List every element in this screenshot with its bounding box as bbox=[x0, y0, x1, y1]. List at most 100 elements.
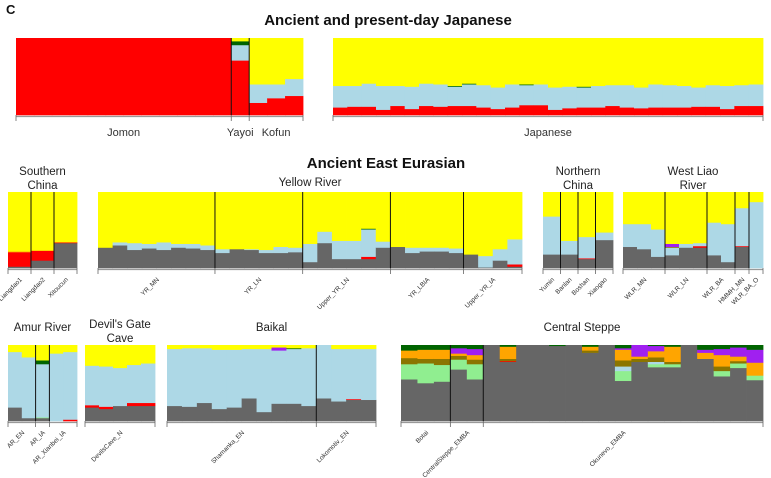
individual-bar bbox=[746, 345, 764, 422]
ancestry-segment bbox=[735, 245, 750, 248]
individual-bar bbox=[333, 38, 348, 116]
ancestry-segment bbox=[244, 249, 260, 269]
population-label: Okunevo_EMBA bbox=[589, 429, 628, 468]
individual-bar bbox=[651, 192, 666, 269]
ancestry-segment bbox=[680, 345, 698, 422]
ancestry-segment bbox=[271, 345, 287, 348]
ancestry-segment bbox=[507, 264, 523, 267]
ancestry-segment bbox=[490, 87, 506, 110]
ancestry-segment bbox=[748, 84, 764, 107]
ancestry-segment bbox=[123, 38, 142, 116]
ancestry-segment bbox=[578, 258, 596, 269]
ancestry-segment bbox=[404, 38, 420, 87]
ancestry-segment bbox=[721, 192, 736, 225]
ancestry-segment bbox=[302, 243, 318, 263]
ancestry-segment bbox=[450, 348, 468, 354]
ancestry-segment bbox=[167, 405, 183, 422]
ancestry-segment bbox=[127, 364, 142, 404]
panel-jp-modern: Japanese bbox=[332, 38, 764, 139]
ancestry-segment bbox=[159, 38, 178, 116]
ancestry-segment bbox=[664, 361, 682, 365]
ancestry-segment bbox=[63, 419, 78, 422]
individual-bar bbox=[8, 345, 23, 422]
ancestry-segment bbox=[241, 348, 257, 399]
ancestry-segment bbox=[720, 38, 735, 87]
ancestry-segment bbox=[87, 38, 107, 116]
ancestry-segment bbox=[63, 345, 78, 353]
individual-bar bbox=[347, 38, 363, 116]
ancestry-segment bbox=[105, 38, 125, 116]
ancestry-segment bbox=[419, 83, 434, 107]
ancestry-segment bbox=[543, 254, 561, 269]
ancestry-segment bbox=[231, 38, 250, 42]
ancestry-segment bbox=[562, 38, 578, 87]
ancestry-segment bbox=[419, 251, 435, 269]
figure-letter: C bbox=[6, 2, 16, 17]
ancestry-segment bbox=[286, 403, 302, 422]
individual-bar bbox=[127, 345, 142, 422]
ancestry-segment bbox=[31, 192, 55, 251]
ancestry-segment bbox=[99, 366, 114, 407]
individual-bar bbox=[634, 38, 649, 116]
ancestry-segment bbox=[578, 236, 596, 259]
individual-bar bbox=[448, 192, 464, 269]
ancestry-segment bbox=[548, 87, 563, 110]
ancestry-segment bbox=[35, 417, 50, 422]
individual-bar bbox=[576, 38, 592, 116]
ancestry-segment bbox=[185, 192, 201, 244]
ancestry-segment bbox=[634, 38, 649, 88]
individual-bar bbox=[285, 38, 304, 116]
individual-bar bbox=[177, 38, 196, 116]
ancestry-segment bbox=[463, 192, 479, 255]
individual-bar bbox=[565, 345, 583, 422]
individual-bar bbox=[401, 345, 418, 422]
individual-bar bbox=[463, 192, 479, 269]
ancestry-segment bbox=[361, 106, 377, 116]
ancestry-segment bbox=[271, 350, 287, 404]
ancestry-segment bbox=[466, 359, 484, 365]
individual-bar bbox=[288, 192, 304, 269]
individual-bar bbox=[375, 192, 391, 269]
ancestry-segment bbox=[347, 85, 363, 107]
ancestry-segment bbox=[713, 376, 731, 422]
ancestry-segment bbox=[713, 370, 731, 377]
individual-bar bbox=[662, 38, 678, 116]
ancestry-segment bbox=[213, 38, 232, 116]
individual-bar bbox=[196, 345, 213, 422]
ancestry-segment bbox=[746, 375, 764, 381]
ancestry-segment bbox=[746, 345, 764, 350]
ancestry-segment bbox=[691, 87, 707, 107]
ancestry-segment bbox=[748, 105, 764, 116]
ancestry-segment bbox=[434, 192, 450, 248]
ancestry-segment bbox=[664, 346, 682, 363]
ancestry-segment bbox=[433, 349, 451, 359]
ancestry-segment bbox=[614, 348, 632, 350]
individual-bar bbox=[273, 192, 289, 269]
ancestry-segment bbox=[85, 405, 100, 408]
ancestry-segment bbox=[664, 367, 682, 422]
population-label: CentralSteppe_EMBA bbox=[421, 429, 471, 478]
ancestry-segment bbox=[171, 247, 187, 269]
individual-bar bbox=[720, 38, 735, 116]
ancestry-segment bbox=[637, 249, 652, 269]
population-label: Yayoi bbox=[227, 127, 254, 139]
ancestry-segment bbox=[519, 38, 535, 85]
ancestry-segment bbox=[730, 363, 747, 369]
ancestry-segment bbox=[705, 38, 721, 86]
ancestry-segment bbox=[492, 249, 508, 261]
ancestry-segment bbox=[450, 369, 468, 422]
individual-bar bbox=[127, 192, 143, 269]
ancestry-segment bbox=[316, 345, 332, 399]
population-label: Botai bbox=[415, 429, 430, 444]
individual-bar bbox=[533, 38, 549, 116]
ancestry-segment bbox=[648, 84, 664, 108]
ancestry-segment bbox=[301, 405, 317, 422]
ancestry-segment bbox=[127, 402, 142, 407]
individual-bar bbox=[735, 192, 750, 269]
ancestry-segment bbox=[677, 85, 692, 108]
ancestry-segment bbox=[196, 348, 213, 404]
individual-bar bbox=[677, 38, 692, 116]
individual-bar bbox=[229, 192, 245, 269]
individual-bar bbox=[244, 192, 260, 269]
